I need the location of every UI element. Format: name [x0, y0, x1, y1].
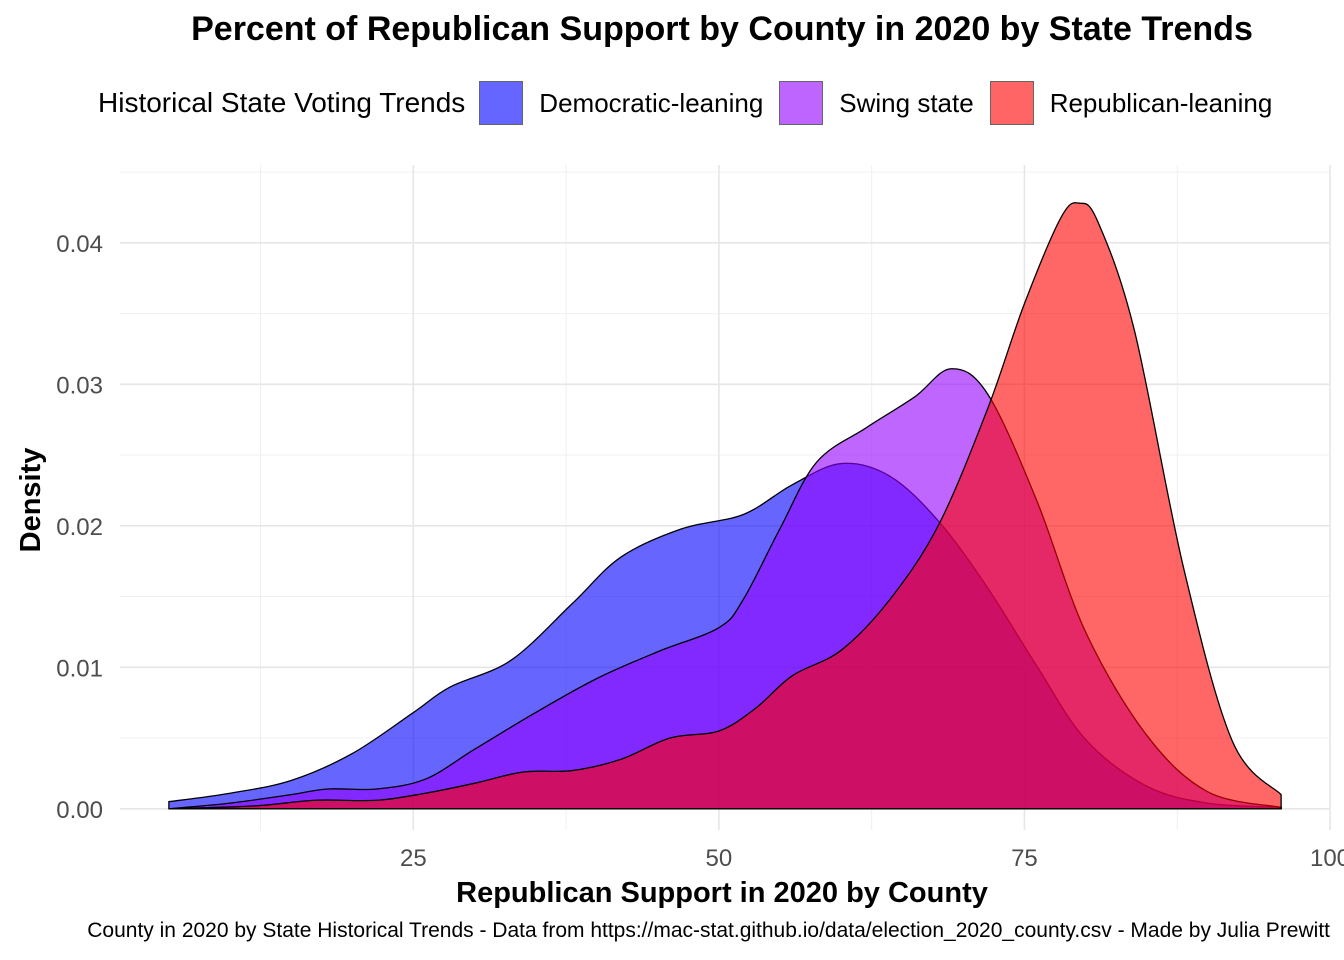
legend-label-democratic: Democratic-leaning — [539, 87, 764, 118]
legend-item-democratic: Democratic-leaning — [479, 81, 763, 125]
legend-item-republican: Republican-leaning — [989, 81, 1273, 125]
x-tick-label: 50 — [706, 845, 733, 872]
chart-caption: County in 2020 by State Historical Trend… — [87, 919, 1330, 942]
y-axis-label: Density — [15, 448, 47, 553]
legend-key-swing — [779, 81, 824, 125]
legend-key-republican — [989, 81, 1034, 125]
density-area-republican-leaning — [168, 202, 1282, 810]
x-axis-label: Republican Support in 2020 by County — [456, 877, 988, 909]
legend-title: Historical State Voting Trends — [98, 87, 466, 118]
legend: Historical State Voting Trends Democrati… — [98, 78, 1288, 128]
y-tick-label: 0.02 — [56, 514, 103, 541]
y-tick-label: 0.00 — [56, 797, 103, 824]
y-tick-label: 0.01 — [56, 655, 103, 682]
x-tick-label: 75 — [1011, 845, 1038, 872]
chart-title: Percent of Republican Support by County … — [191, 10, 1253, 48]
legend-label-republican: Republican-leaning — [1049, 87, 1273, 118]
legend-label-swing: Swing state — [839, 87, 974, 118]
y-tick-label: 0.04 — [56, 231, 103, 258]
x-axis: 25 50 75 100 — [400, 845, 1344, 872]
y-tick-label: 0.03 — [56, 372, 103, 399]
y-axis: 0.00 0.01 0.02 0.03 0.04 — [56, 231, 103, 824]
x-tick-label: 100 — [1310, 845, 1344, 872]
density-areas — [168, 202, 1282, 810]
legend-key-democratic — [479, 81, 524, 125]
x-tick-label: 25 — [400, 845, 427, 872]
legend-item-swing: Swing state — [779, 81, 974, 125]
